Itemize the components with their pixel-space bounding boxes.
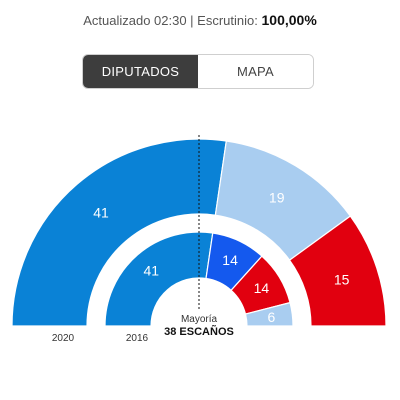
- tab-diputados[interactable]: DIPUTADOS: [83, 55, 198, 88]
- seat-label-2016-3: 6: [268, 309, 276, 325]
- ring-year-label-2016: 2016: [126, 333, 149, 344]
- seat-segment-2020-0[interactable]: [11, 138, 227, 327]
- seat-label-2016-1: 14: [222, 252, 238, 268]
- seat-label-2016-2: 14: [254, 280, 270, 296]
- scrutiny-status: Actualizado 02:30 | Escrutinio: 100,00%: [0, 12, 400, 28]
- ring-year-label-2020: 2020: [52, 333, 75, 344]
- majority-label: Mayoría: [181, 314, 218, 325]
- updated-text: Actualizado 02:30 | Escrutinio:: [83, 13, 258, 28]
- seat-label-2016-0: 41: [144, 263, 160, 279]
- seat-label-2020-2: 15: [334, 272, 350, 288]
- seat-segment-2016-3[interactable]: [244, 301, 294, 327]
- seat-segment-2016-0[interactable]: [104, 231, 214, 327]
- scrutiny-percent: 100,00%: [261, 12, 317, 28]
- seat-label-2020-1: 19: [269, 190, 285, 206]
- majority-seats-label: 38 ESCAÑOS: [164, 325, 234, 338]
- tab-mapa[interactable]: MAPA: [198, 55, 313, 88]
- seat-label-2020-0: 41: [93, 204, 109, 220]
- seat-segment-2020-2[interactable]: [288, 215, 387, 327]
- view-tabs: DIPUTADOS MAPA: [82, 54, 314, 89]
